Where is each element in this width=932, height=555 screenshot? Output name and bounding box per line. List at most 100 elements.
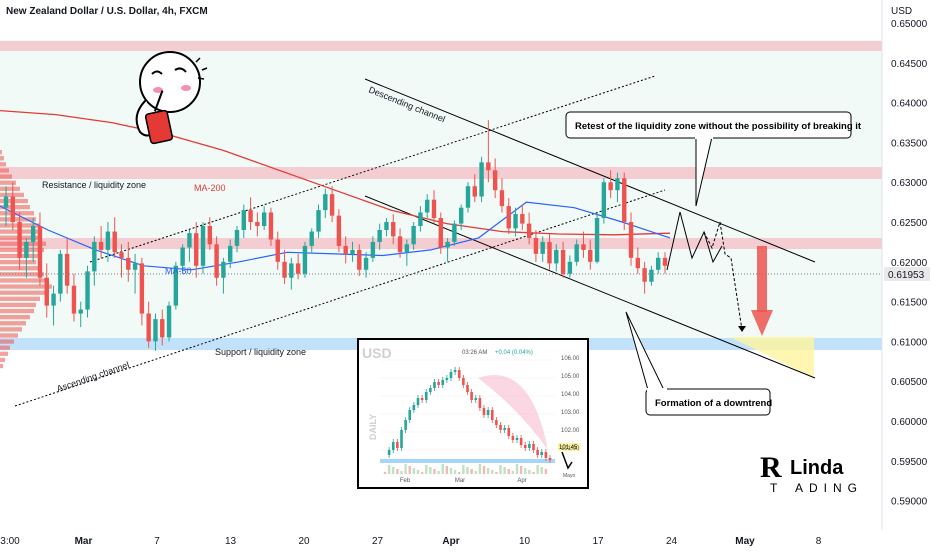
volume-profile-bar [0,363,3,369]
inset-candle-body [445,378,449,380]
candle-body [526,223,532,238]
inset-volume-bar [515,464,519,474]
current-price-badge [884,267,930,281]
symbol-title: New Zealand Dollar / U.S. Dollar, 4h, FX… [6,6,208,17]
inset-candle-body [511,436,515,440]
price-tick-label: 0.59500 [891,457,928,468]
inset-candle-body [482,408,486,415]
time-tick-label: 10 [519,536,531,547]
candle-body [187,233,192,248]
inset-y-axis: 106.00 105.00 104.00 103.00 102.00 101.00 [561,356,580,452]
candle-body [560,249,566,274]
candle-body [635,257,641,269]
time-tick-label: 20 [298,536,310,547]
candle-body [615,178,620,191]
inset-candle-body [470,392,473,400]
inset-y-tick: 102.00 [561,428,580,434]
volume-profile-bar [0,205,30,210]
inset-volume-bar [441,464,444,474]
candle-body [194,233,199,266]
inset-candle-body [412,405,416,410]
time-tick-label: Apr [442,536,459,547]
inset-candle-body [429,388,432,392]
candle-body [547,241,552,264]
candle-body [533,237,539,254]
time-axis[interactable] [0,530,882,550]
inset-volume-bar [474,471,477,474]
inset-candle-body [391,442,395,450]
inset-usd-chart: USD 03:26 AM +0.04 (0.04%) DAILY 101.45 … [357,338,589,489]
inset-candle-body [478,398,482,408]
candle-body [309,231,314,246]
time-ticks: 3:00 Mar 7 13 20 27 Apr 10 17 24 May 8 [0,536,821,547]
price-tick-label: 0.62000 [891,258,928,269]
candle-body [146,313,151,342]
inset-y-tick: 105.00 [561,374,580,380]
inset-candle-body [466,385,469,392]
inset-candle-body [424,392,428,400]
candle-body [255,222,260,227]
inset-candle-body [490,410,494,420]
price-tick-label: 0.59000 [891,497,928,508]
candle-body [656,257,661,270]
candles [3,120,668,351]
candle-body [316,210,321,232]
inset-volume-bar [404,464,407,474]
inset-candle-body [536,450,539,455]
candle-body [350,249,355,254]
candle-body [289,263,294,278]
inset-candle-body [523,445,527,448]
ma200-label: MA-200 [194,183,226,193]
volume-profile-bar [0,247,44,253]
candle-body [608,182,613,191]
candle-body [567,261,573,274]
candle-body [119,252,124,258]
inset-volume-bar [445,466,449,474]
candle-body [513,214,518,229]
candle-body [581,244,586,250]
inset-volume-bar [416,470,420,474]
candle-body [221,261,226,278]
inset-candle-body [437,382,440,385]
inset-volume-bar [470,469,473,474]
inset-pink-curve [478,375,548,450]
inset-volume-bar [544,469,548,474]
time-tick-label: 3:00 [0,536,20,547]
price-tick-label: 0.65000 [891,19,928,30]
inset-candle-body [433,382,436,388]
candle-body [268,212,274,240]
price-axis-label: USD [891,6,912,17]
candle-body [261,212,267,227]
candle-body [98,241,104,250]
resistance-zone [0,167,882,179]
inset-candle-body [540,452,544,455]
volume-profile-bar [0,156,4,161]
candle-body [160,319,165,338]
inset-volume-bar [499,465,502,474]
candle-body [3,196,9,208]
candle-body [44,277,49,306]
inset-volume-bar [511,471,515,474]
volume-profile-bar [0,150,2,155]
candle-body [649,269,654,282]
inset-volume-bar [433,469,436,474]
candle-body [112,231,117,253]
inset-volume-bar [437,471,440,474]
candle-body [343,245,348,254]
candle-body [438,218,444,248]
candle-body [173,265,179,306]
candle-body [180,247,185,266]
time-tick-label: Mar [75,536,93,547]
inset-volume-bar [453,470,457,474]
inset-volume-bar [528,470,531,474]
candle-body [499,190,505,207]
inset-down-arrow [561,451,573,470]
time-tick-label: 24 [666,536,678,547]
inset-volume-bar [519,466,523,474]
candle-body [411,226,416,245]
support-zone-label: Support / liquidity zone [215,347,306,357]
inset-volume-bar [412,468,416,474]
logo-text-line2-a: T [770,481,783,495]
